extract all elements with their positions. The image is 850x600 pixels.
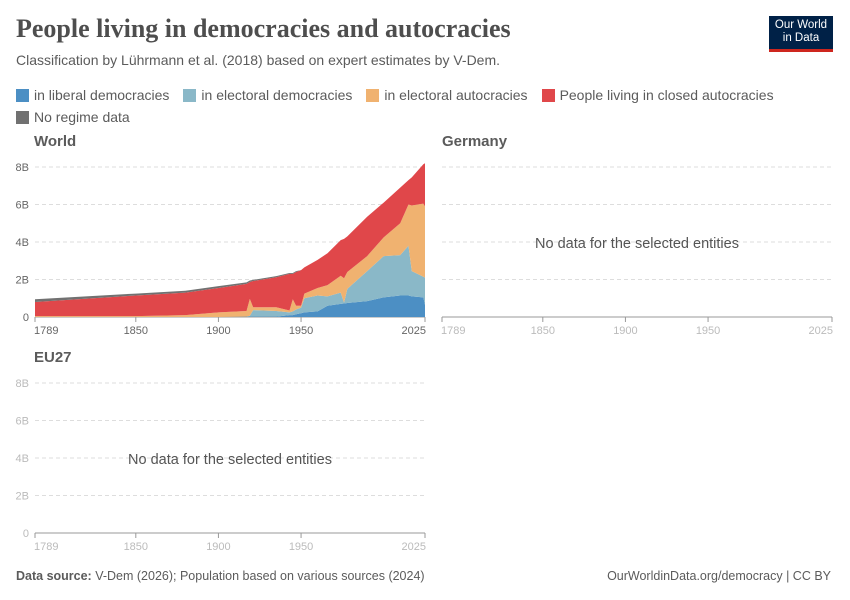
- panel-title: World: [34, 133, 76, 150]
- owid-logo[interactable]: Our World in Data: [769, 16, 833, 52]
- legend-item[interactable]: in electoral autocracies: [366, 84, 528, 106]
- area-series-in-liberal-democracies[interactable]: [35, 295, 425, 317]
- x-tick-label: 1789: [441, 325, 465, 337]
- x-tick-label: 2025: [402, 541, 426, 553]
- page-subtitle: Classification by Lührmann et al. (2018)…: [16, 52, 501, 68]
- legend-label: in electoral democracies: [201, 87, 353, 103]
- y-tick-label: 2B: [16, 491, 29, 503]
- data-source: Data source: V-Dem (2026); Population ba…: [16, 569, 425, 583]
- legend-swatch: [183, 88, 197, 102]
- area-series-in-electoral-autocracies[interactable]: [35, 203, 425, 317]
- x-tick-label: 1950: [289, 325, 313, 337]
- area-series-people-living-in-closed-autocracies[interactable]: [35, 163, 425, 317]
- x-tick-label: 1850: [531, 325, 555, 337]
- area-series-in-electoral-democracies[interactable]: [35, 245, 425, 317]
- x-tick-label: 1900: [206, 325, 230, 337]
- legend-item[interactable]: No regime data: [16, 106, 130, 128]
- legend-swatch: [366, 88, 380, 102]
- y-tick-label: 0: [23, 312, 29, 324]
- x-tick-label: 1850: [124, 325, 148, 337]
- legend-swatch: [16, 110, 29, 124]
- x-tick-label: 2025: [809, 325, 833, 337]
- legend: in liberal democracies in electoral democ…: [16, 84, 816, 128]
- no-data-message: No data for the selected entities: [128, 452, 332, 468]
- y-tick-label: 0: [23, 528, 29, 540]
- source-label: Data source:: [16, 569, 92, 583]
- x-tick-label: 2025: [402, 325, 426, 337]
- x-tick-label: 1789: [34, 325, 58, 337]
- y-tick-label: 8B: [16, 162, 29, 174]
- source-text: V-Dem (2026); Population based on variou…: [95, 569, 425, 583]
- legend-label: People living in closed autocracies: [559, 87, 774, 103]
- legend-swatch: [16, 88, 29, 102]
- y-tick-label: 6B: [16, 200, 29, 212]
- panel-title: EU27: [34, 349, 72, 366]
- y-tick-label: 4B: [16, 237, 29, 249]
- y-tick-label: 8B: [16, 378, 29, 390]
- y-tick-label: 6B: [16, 416, 29, 428]
- x-tick-label: 1789: [34, 541, 58, 553]
- legend-label: in electoral autocracies: [384, 87, 528, 103]
- x-tick-label: 1900: [613, 325, 637, 337]
- legend-item[interactable]: in liberal democracies: [16, 84, 169, 106]
- no-data-message: No data for the selected entities: [535, 236, 739, 252]
- x-tick-label: 1900: [206, 541, 230, 553]
- footer-link[interactable]: OurWorldinData.org/democracy | CC BY: [607, 569, 831, 583]
- legend-swatch: [541, 88, 555, 102]
- x-tick-label: 1950: [696, 325, 720, 337]
- legend-label: in liberal democracies: [34, 87, 170, 103]
- page-title: People living in democracies and autocra…: [16, 14, 511, 43]
- legend-label: No regime data: [34, 109, 130, 125]
- x-tick-label: 1850: [124, 541, 148, 553]
- y-tick-label: 2B: [16, 275, 29, 287]
- x-tick-label: 1950: [289, 541, 313, 553]
- legend-item[interactable]: in electoral democracies: [183, 84, 352, 106]
- legend-item[interactable]: People living in closed autocracies: [541, 84, 774, 106]
- y-tick-label: 4B: [16, 453, 29, 465]
- panel-title: Germany: [442, 133, 508, 150]
